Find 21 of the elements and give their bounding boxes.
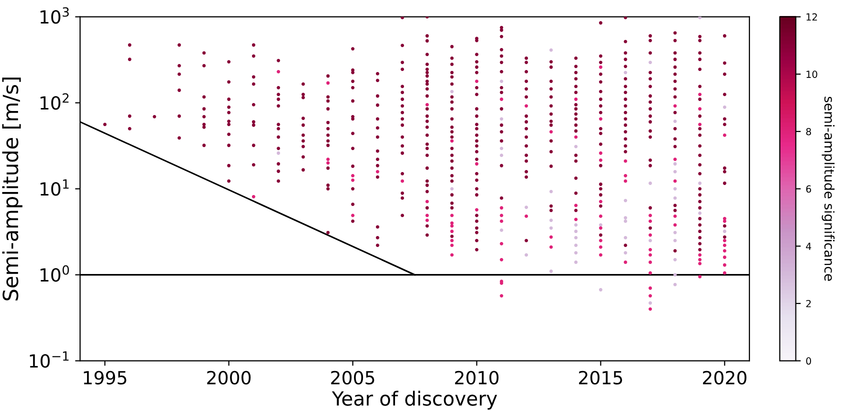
- x-tick-label: 2010: [455, 370, 499, 384]
- color-bar-label: 0: [806, 357, 812, 365]
- color-bar-label: 8: [806, 128, 812, 136]
- x-tick-label: 1995: [84, 370, 126, 384]
- x-tick-label: 2020: [702, 370, 746, 384]
- x-axis-title: Year of discovery: [332, 390, 498, 410]
- x-tick-label: 2000: [207, 370, 251, 384]
- y-tick-label: 10$^{3}$: [40, 7, 69, 24]
- color-bar-label: 12: [806, 13, 817, 21]
- y-axis-title: Semi-amplitude [m/s]: [2, 78, 22, 300]
- color-bar-label: 6: [806, 185, 812, 193]
- y-tick-label: 10$^{−1}$: [30, 351, 69, 368]
- color-bar-title: semi-amplitude significance: [822, 96, 835, 281]
- color-bar-label: 10: [806, 70, 818, 78]
- y-tick-label: 10$^{0}$: [40, 265, 69, 282]
- y-tick-label: 10$^{2}$: [40, 93, 69, 110]
- color-bar-label: 4: [806, 242, 812, 250]
- x-tick-label: 2015: [579, 370, 622, 384]
- color-bar-label: 2: [806, 300, 811, 308]
- y-tick-label: 10$^{1}$: [40, 179, 69, 196]
- x-tick-label: 2005: [331, 370, 374, 384]
